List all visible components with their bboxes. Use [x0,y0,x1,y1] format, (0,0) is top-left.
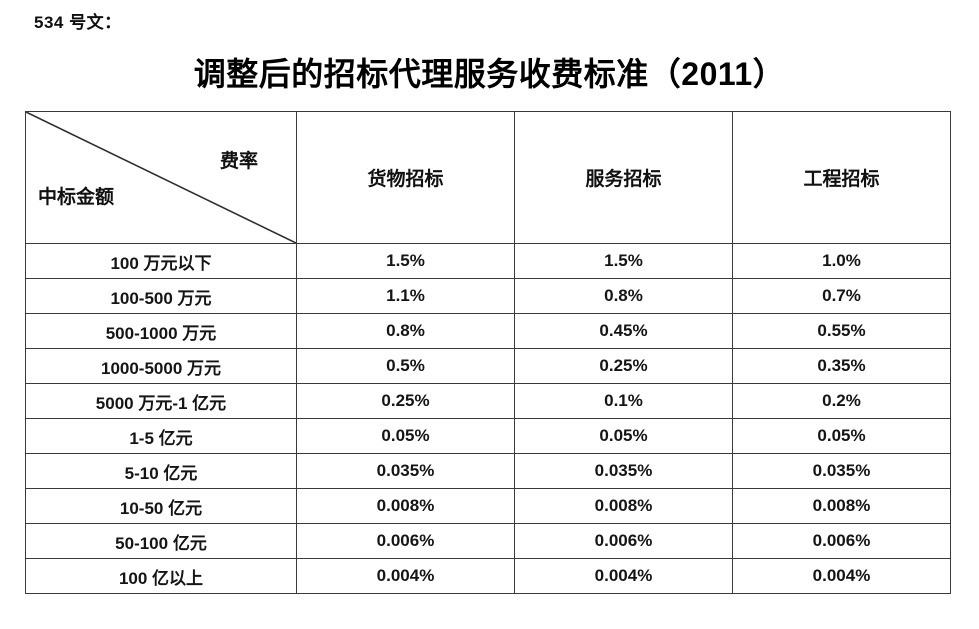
rate-cell-service: 0.8% [514,278,733,314]
column-header-service-tender: 服务招标 [514,111,733,244]
rate-cell-works: 0.05% [732,418,951,454]
row-label-amount-range: 1000-5000 万元 [25,348,297,384]
rate-cell-goods: 0.8% [296,313,515,349]
rate-cell-service: 0.006% [514,523,733,559]
row-label-amount-range: 500-1000 万元 [25,313,297,349]
fee-table-body: 100 万元以下 1.5% 1.5% 1.0% 100-500 万元 1.1% … [25,243,951,594]
rate-cell-works: 0.008% [732,488,951,524]
rate-cell-service: 0.45% [514,313,733,349]
doc-reference-label: 534 号文： [34,13,122,32]
rate-cell-works: 0.55% [732,313,951,349]
fee-standard-table: 费率 中标金额 货物招标 服务招标 工程招标 100 万元以下 1.5% 1.5… [25,111,951,594]
rate-cell-works: 0.35% [732,348,951,384]
row-label-amount-range: 5-10 亿元 [25,453,297,489]
table-header-row: 费率 中标金额 货物招标 服务招标 工程招标 [25,111,951,244]
rate-cell-service: 0.1% [514,383,733,419]
rate-cell-goods: 0.008% [296,488,515,524]
table-row: 100-500 万元 1.1% 0.8% 0.7% [25,278,951,314]
corner-label-bid-amount: 中标金额 [38,187,115,208]
page-title: 调整后的招标代理服务收费标准（2011） [193,56,786,92]
rate-cell-works: 0.2% [732,383,951,419]
rate-cell-goods: 1.5% [296,243,515,279]
rate-cell-service: 1.5% [514,243,733,279]
rate-cell-goods: 0.5% [296,348,515,384]
table-row: 50-100 亿元 0.006% 0.006% 0.006% [25,523,951,559]
rate-cell-works: 1.0% [732,243,951,279]
row-label-amount-range: 50-100 亿元 [25,523,297,559]
column-header-goods-tender: 货物招标 [296,111,515,244]
rate-cell-service: 0.25% [514,348,733,384]
corner-header-cell: 费率 中标金额 [25,111,297,244]
table-row: 100 万元以下 1.5% 1.5% 1.0% [25,243,951,279]
column-header-works-tender: 工程招标 [732,111,951,244]
table-row: 100 亿以上 0.004% 0.004% 0.004% [25,558,951,594]
table-row: 1000-5000 万元 0.5% 0.25% 0.35% [25,348,951,384]
row-label-amount-range: 100 亿以上 [25,558,297,594]
table-row: 5000 万元-1 亿元 0.25% 0.1% 0.2% [25,383,951,419]
rate-cell-goods: 1.1% [296,278,515,314]
row-label-amount-range: 1-5 亿元 [25,418,297,454]
table-row: 10-50 亿元 0.008% 0.008% 0.008% [25,488,951,524]
rate-cell-works: 0.006% [732,523,951,559]
rate-cell-works: 0.035% [732,453,951,489]
rate-cell-works: 0.004% [732,558,951,594]
rate-cell-service: 0.004% [514,558,733,594]
row-label-amount-range: 10-50 亿元 [25,488,297,524]
rate-cell-goods: 0.05% [296,418,515,454]
rate-cell-goods: 0.004% [296,558,515,594]
table-row: 500-1000 万元 0.8% 0.45% 0.55% [25,313,951,349]
rate-cell-goods: 0.006% [296,523,515,559]
corner-label-fee-rate: 费率 [219,151,258,172]
rate-cell-service: 0.008% [514,488,733,524]
row-label-amount-range: 100-500 万元 [25,278,297,314]
rate-cell-goods: 0.25% [296,383,515,419]
table-row: 5-10 亿元 0.035% 0.035% 0.035% [25,453,951,489]
table-row: 1-5 亿元 0.05% 0.05% 0.05% [25,418,951,454]
rate-cell-service: 0.05% [514,418,733,454]
diagonal-divider-line [26,112,296,243]
rate-cell-goods: 0.035% [296,453,515,489]
row-label-amount-range: 5000 万元-1 亿元 [25,383,297,419]
row-label-amount-range: 100 万元以下 [25,243,297,279]
rate-cell-works: 0.7% [732,278,951,314]
rate-cell-service: 0.035% [514,453,733,489]
